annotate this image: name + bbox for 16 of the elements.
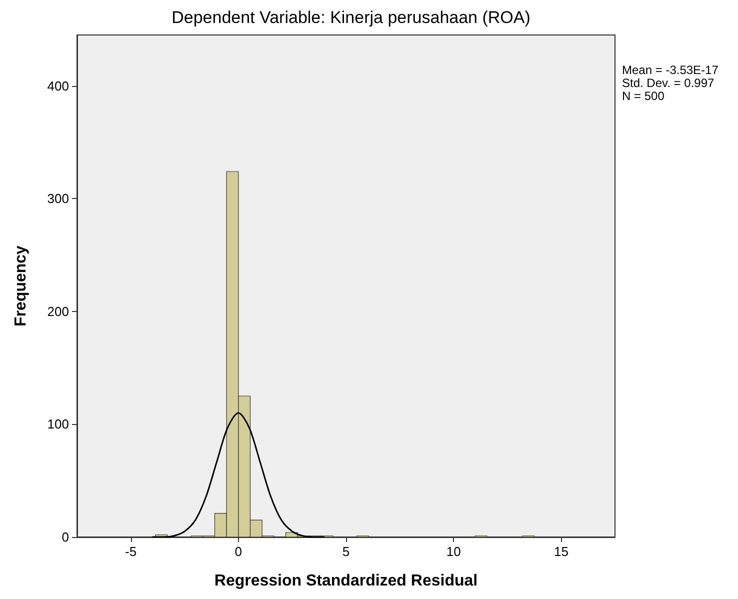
y-tick-label: 200: [47, 304, 69, 319]
text: N = 500: [622, 89, 666, 103]
x-tick-label: 15: [554, 544, 568, 559]
x-tick-label: 10: [446, 544, 461, 559]
text: Mean = -3.53E-17: [622, 63, 718, 77]
x-tick-label: -5: [125, 544, 137, 559]
y-tick-label: 400: [47, 78, 69, 94]
text: Std. Dev. = 0.997: [622, 76, 716, 90]
y-axis-title: Frequency: [12, 245, 30, 326]
y-tick-label: 0: [62, 530, 69, 544]
y-tick-label: 300: [47, 191, 69, 206]
x-axis-title: Regression Standardized Residual: [214, 572, 478, 590]
x-tick-label: 0: [234, 544, 242, 559]
x-tick-label: 5: [342, 544, 350, 559]
chart-title: Dependent Variable: Kinerja perusahaan (ROA): [172, 8, 530, 27]
y-tick-label: 100: [47, 416, 69, 432]
